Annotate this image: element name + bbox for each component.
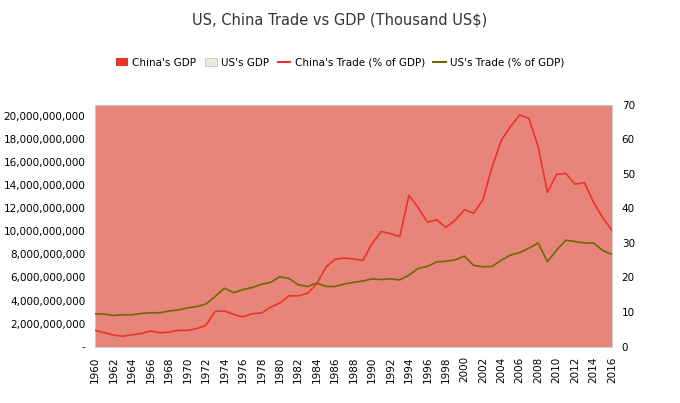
- Text: US, China Trade vs GDP (Thousand US$): US, China Trade vs GDP (Thousand US$): [192, 12, 488, 27]
- Legend: China's GDP, US's GDP, China's Trade (% of GDP), US's Trade (% of GDP): China's GDP, US's GDP, China's Trade (% …: [112, 54, 568, 72]
